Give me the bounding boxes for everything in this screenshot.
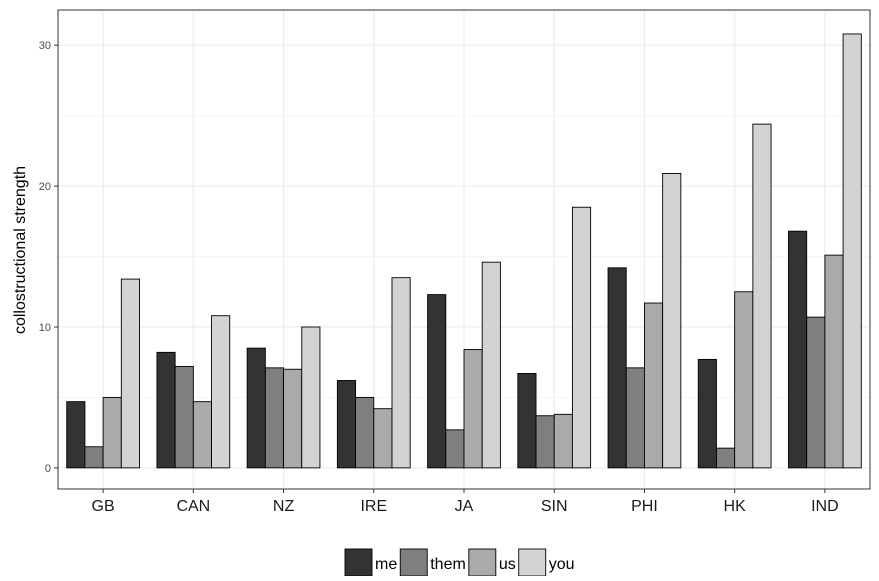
- bar-them-phi: [625, 367, 645, 469]
- legend-label-you: you: [549, 556, 575, 573]
- x-tick-label: NZ: [273, 498, 295, 515]
- bar-you-nz: [301, 326, 321, 469]
- x-tick-label: PHI: [631, 498, 658, 515]
- bar-us-sin: [553, 413, 573, 469]
- legend-key-them: [399, 548, 428, 577]
- y-axis-title: collostructional strength: [12, 166, 29, 334]
- legend-label-them: them: [430, 556, 466, 573]
- bar-me-gb: [66, 401, 86, 469]
- bar-me-ja: [427, 294, 447, 469]
- y-tick-label: 20: [39, 181, 51, 193]
- bar-them-hk: [716, 447, 736, 469]
- y-tick-label: 10: [39, 322, 51, 334]
- bar-you-can: [211, 315, 231, 469]
- bar-me-hk: [697, 358, 717, 469]
- bar-me-ire: [336, 380, 357, 469]
- bar-me-ind: [788, 230, 808, 469]
- x-tick-label: CAN: [176, 498, 210, 515]
- bar-me-can: [156, 351, 176, 469]
- bar-you-phi: [662, 172, 682, 469]
- x-tick-label: SIN: [541, 498, 568, 515]
- bar-you-ja: [481, 261, 501, 469]
- legend-label-me: me: [375, 556, 397, 573]
- y-tick-label: 30: [39, 40, 51, 52]
- bar-us-nz: [283, 368, 303, 469]
- bar-me-sin: [517, 373, 537, 469]
- bar-them-sin: [535, 415, 555, 469]
- bar-them-ire: [355, 396, 375, 469]
- bars: [66, 33, 862, 469]
- bar-us-ja: [463, 349, 483, 469]
- bar-them-ja: [445, 429, 465, 469]
- bar-us-gb: [102, 396, 122, 469]
- x-tick-label: GB: [92, 498, 115, 515]
- y-tick-label: 0: [45, 463, 51, 475]
- bar-us-phi: [643, 302, 664, 469]
- legend: me them us you: [344, 548, 575, 577]
- bar-us-can: [192, 401, 212, 469]
- axes: 0 10 20 30 GB CAN NZ IRE JA SIN PHI HK IND: [39, 40, 839, 515]
- bar-you-ire: [391, 277, 411, 469]
- legend-key-me: [344, 548, 373, 577]
- bar-you-sin: [571, 206, 592, 469]
- bar-me-nz: [246, 347, 266, 469]
- bar-you-ind: [842, 33, 862, 469]
- legend-label-us: us: [499, 556, 516, 573]
- bar-them-can: [174, 365, 194, 469]
- bar-me-phi: [607, 267, 627, 469]
- bar-us-ire: [373, 408, 393, 469]
- legend-key-you: [518, 548, 547, 577]
- x-tick-label: IND: [811, 498, 839, 515]
- bar-us-hk: [734, 291, 754, 469]
- x-tick-label: HK: [724, 498, 747, 515]
- bar-you-hk: [752, 123, 772, 469]
- x-tick-label: JA: [455, 498, 474, 515]
- legend-key-us: [468, 548, 497, 577]
- bar-them-gb: [84, 446, 104, 469]
- bar-them-nz: [264, 367, 285, 469]
- bar-you-gb: [120, 278, 140, 469]
- bar-us-ind: [824, 254, 844, 469]
- bar-them-ind: [806, 316, 826, 469]
- x-tick-label: IRE: [360, 498, 387, 515]
